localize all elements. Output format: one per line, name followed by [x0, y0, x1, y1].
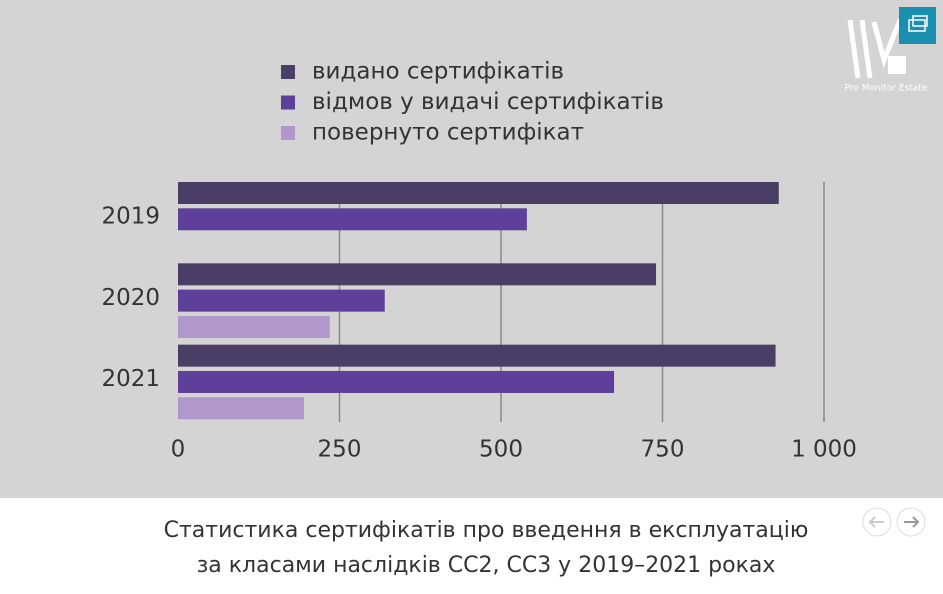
legend-label: повернуто сертифікат — [312, 120, 584, 146]
bar — [178, 315, 330, 338]
x-tick-label: 500 — [479, 437, 523, 463]
caption-line: за класами наслідків СС2, СС3 у 2019–202… — [197, 553, 776, 578]
legend-label: видано сертифікатів — [312, 59, 564, 85]
prev-icon — [868, 516, 884, 528]
expand-button[interactable] — [899, 7, 936, 44]
x-tick-label: 750 — [641, 437, 685, 463]
logo: Pro Monitor Estate — [845, 19, 928, 94]
caption-line: Статистика сертифікатів про введення в е… — [164, 518, 809, 543]
x-tick-label: 1 000 — [791, 437, 857, 463]
x-tick-label: 0 — [171, 437, 186, 463]
y-tick-label: 2020 — [101, 285, 160, 311]
y-tick-label: 2021 — [101, 366, 160, 392]
bar — [178, 397, 304, 420]
logo-mark — [847, 19, 903, 79]
bar — [178, 208, 527, 231]
chart-background — [0, 0, 943, 498]
bar — [178, 289, 385, 312]
legend-label: відмов у видачі сертифікатів — [312, 89, 664, 115]
x-tick-label: 250 — [318, 437, 362, 463]
bar — [178, 344, 776, 367]
next-button[interactable] — [896, 507, 926, 537]
bar — [178, 182, 779, 204]
bar — [178, 263, 657, 286]
legend-swatch — [281, 95, 295, 110]
next-icon — [904, 516, 920, 528]
legend-swatch — [281, 65, 295, 79]
prev-button[interactable] — [862, 507, 892, 537]
logo-text: Pro Monitor Estate — [845, 84, 928, 94]
legend-swatch — [281, 126, 295, 140]
y-tick-label: 2019 — [101, 204, 160, 230]
logo-house — [888, 56, 906, 74]
bar — [178, 370, 615, 393]
expand-icon — [912, 15, 928, 27]
